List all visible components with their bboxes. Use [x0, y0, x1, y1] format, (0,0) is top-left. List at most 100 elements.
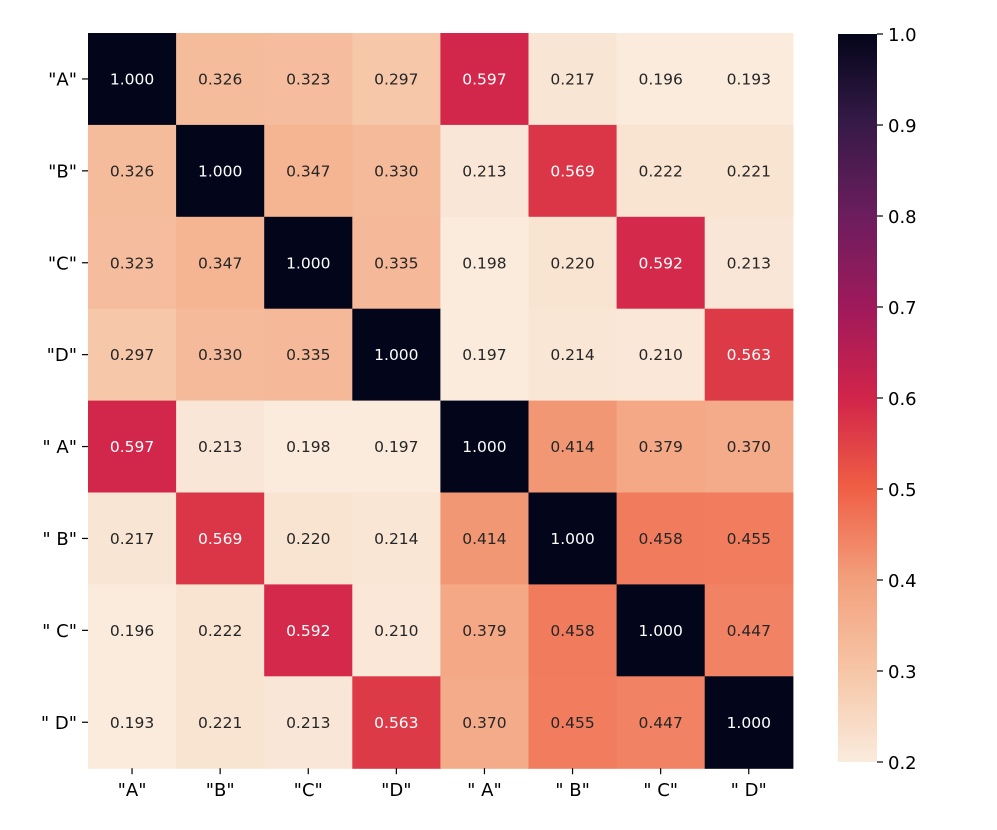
cell-value-label: 0.569: [198, 530, 242, 548]
cell-value-label: 0.220: [286, 530, 330, 548]
colorbar-tick-label: 0.8: [888, 207, 917, 228]
heatmap-cell: [616, 400, 706, 494]
heatmap-cell: [616, 492, 706, 585]
cell-value-label: 0.197: [462, 346, 506, 364]
cell-value-label: 0.379: [462, 622, 506, 640]
cell-value-label: 0.414: [550, 438, 594, 456]
cell-value-label: 0.217: [110, 530, 154, 548]
cell-value-label: 0.213: [462, 162, 506, 180]
cell-value-label: 1.000: [374, 346, 418, 364]
cell-value-label: 1.000: [638, 622, 682, 640]
heatmap-cell: [704, 216, 794, 310]
heatmap-cell: [440, 124, 530, 218]
heatmap-cell: [704, 584, 794, 677]
cell-value-label: 0.414: [462, 530, 506, 548]
x-tick-label: "B": [206, 780, 235, 801]
heatmap-cell: [176, 584, 265, 677]
cell-value-label: 0.297: [110, 346, 154, 364]
x-tick-label: " D": [731, 780, 767, 801]
cell-value-label: 0.455: [550, 714, 594, 732]
heatmap-cell: [264, 216, 353, 310]
cell-value-label: 1.000: [550, 530, 594, 548]
heatmap-cell: [264, 584, 353, 677]
heatmap-cell: [704, 400, 794, 494]
x-tick-label: " C": [643, 780, 678, 801]
heatmap-cell: [616, 124, 706, 218]
cell-value-label: 0.330: [198, 346, 242, 364]
cell-value-label: 0.221: [198, 714, 242, 732]
heatmap-cell: [176, 124, 265, 218]
cell-value-label: 0.326: [110, 162, 154, 180]
cell-value-label: 0.347: [198, 254, 242, 272]
cell-value-label: 1.000: [286, 254, 330, 272]
heatmap-cell: [176, 676, 265, 769]
cell-value-label: 0.563: [374, 714, 418, 732]
heatmap-cell: [88, 676, 177, 769]
heatmap-cell: [440, 400, 530, 494]
heatmap-cell: [440, 308, 530, 402]
cell-value-label: 0.458: [550, 622, 594, 640]
heatmap-cell: [528, 492, 618, 585]
cell-value-label: 0.592: [638, 254, 682, 272]
cell-value-label: 0.213: [198, 438, 242, 456]
heatmap-cell: [88, 216, 177, 310]
heatmap-cell: [264, 308, 353, 402]
heatmap-cell: [88, 308, 177, 402]
heatmap-cell-labels: 1.000 0.326 0.323 0.297 0.597 0.217 0.196 0.193…: [110, 70, 771, 731]
cell-value-label: 0.196: [110, 622, 154, 640]
cell-value-label: 0.330: [374, 162, 418, 180]
heatmap-cell: [264, 33, 353, 126]
y-axis: "A" "B" "C" "D" " A" " B" " C" " D": [41, 69, 88, 734]
heatmap-cell: [264, 492, 353, 585]
heatmap-cell: [352, 124, 441, 218]
heatmap-cell: [704, 124, 794, 218]
heatmap-cell: [176, 400, 265, 494]
cell-value-label: 0.379: [638, 438, 682, 456]
heatmap-cell: [440, 676, 530, 769]
heatmap-cell: [88, 33, 177, 126]
colorbar-tick-label: 0.6: [888, 389, 917, 410]
cell-value-label: 0.193: [110, 714, 154, 732]
heatmap-cell: [176, 492, 265, 585]
colorbar-tick-label: 0.5: [888, 480, 917, 501]
cell-value-label: 1.000: [110, 70, 154, 88]
heatmap-cell: [176, 33, 265, 126]
cell-value-label: 0.326: [198, 70, 242, 88]
y-tick-label: " A": [42, 437, 77, 458]
colorbar-tick-label: 0.2: [888, 753, 917, 774]
heatmap-cell: [264, 676, 353, 769]
heatmap-cell: [352, 492, 441, 585]
cell-value-label: 0.221: [727, 162, 771, 180]
heatmap-cell: [88, 124, 177, 218]
cell-value-label: 1.000: [727, 714, 771, 732]
heatmap-cell: [352, 400, 441, 494]
colorbar-tick-label: 0.9: [888, 116, 917, 137]
heatmap-cell: [176, 216, 265, 310]
heatmap-cell: [352, 584, 441, 677]
cell-value-label: 0.213: [727, 254, 771, 272]
heatmap-cell: [704, 492, 794, 585]
heatmap-cell: [88, 492, 177, 585]
heatmap-cell: [352, 216, 441, 310]
heatmap-cell: [616, 584, 706, 677]
y-tick-label: " D": [41, 713, 77, 734]
x-tick-label: "D": [381, 780, 411, 801]
cell-value-label: 0.597: [110, 438, 154, 456]
cell-value-label: 0.347: [286, 162, 330, 180]
cell-value-label: 0.370: [727, 438, 771, 456]
heatmap-cell: [264, 400, 353, 494]
heatmap-cell: [88, 584, 177, 677]
cell-value-label: 0.210: [638, 346, 682, 364]
colorbar-tick-label: 0.7: [888, 298, 917, 319]
cell-value-label: 0.213: [286, 714, 330, 732]
colorbar-tick-label: 0.3: [888, 662, 917, 683]
colorbar: [838, 34, 877, 762]
cell-value-label: 0.193: [727, 70, 771, 88]
y-tick-label: "D": [47, 345, 77, 366]
heatmap-cell: [528, 584, 618, 677]
cell-value-label: 0.220: [550, 254, 594, 272]
cell-value-label: 0.370: [462, 714, 506, 732]
cell-value-label: 0.214: [550, 346, 594, 364]
heatmap-cell: [704, 308, 794, 402]
heatmap-cell: [528, 676, 618, 769]
